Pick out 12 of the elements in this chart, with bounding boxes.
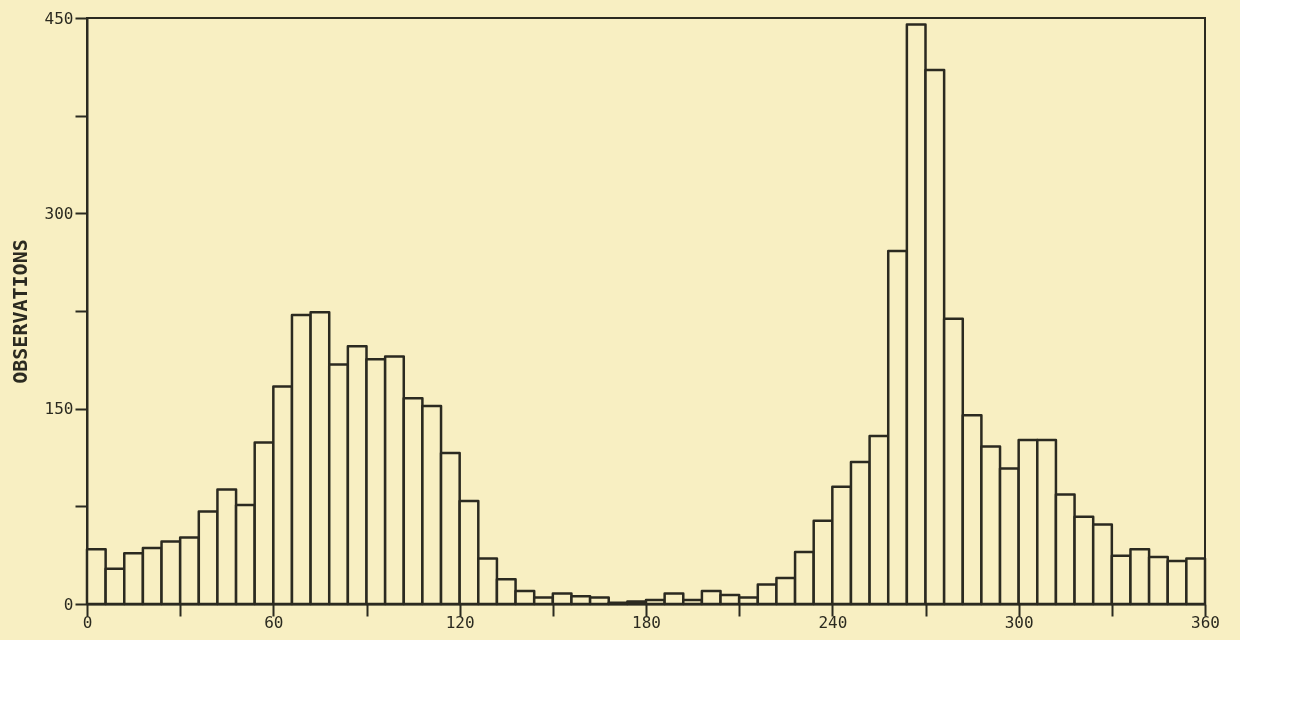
x-tick-label: 360 bbox=[1191, 612, 1220, 632]
x-tick-label: 180 bbox=[632, 612, 661, 632]
y-tick-label: 450 bbox=[44, 8, 74, 28]
x-tick-label: 0 bbox=[82, 612, 93, 632]
y-tick-label: 150 bbox=[44, 399, 74, 419]
x-tick-label: 120 bbox=[445, 612, 475, 632]
y-axis-title: OBSERVATIONS bbox=[7, 239, 32, 384]
x-tick-label: 240 bbox=[818, 612, 848, 632]
x-tick-label: 300 bbox=[1004, 612, 1034, 632]
x-tick-label: 60 bbox=[264, 612, 284, 632]
y-tick-label: 300 bbox=[44, 203, 74, 223]
y-tick-label: 0 bbox=[63, 594, 74, 614]
